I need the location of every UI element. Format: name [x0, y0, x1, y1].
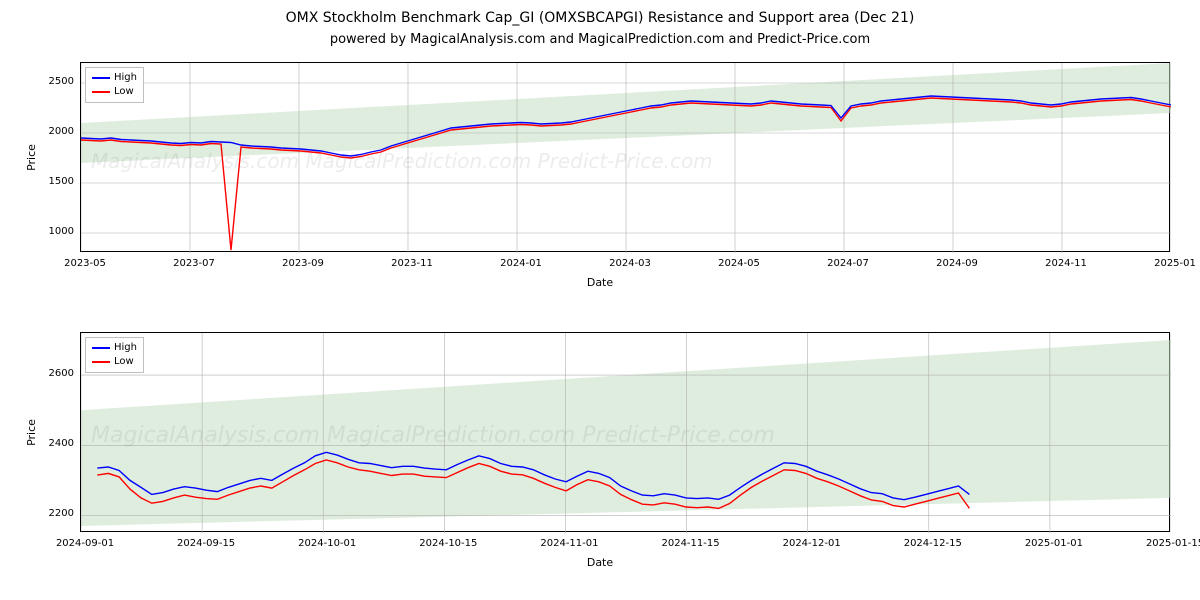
- legend-item: Low: [92, 85, 137, 99]
- x-tick-label: 2024-12-01: [777, 538, 847, 549]
- legend-label: High: [114, 71, 137, 85]
- x-tick-label: 2025-01-01: [1019, 538, 1089, 549]
- x-tick-label: 2024-12-15: [898, 538, 968, 549]
- x-tick-label: 2023-11: [377, 258, 447, 269]
- x-tick-label: 2024-09-15: [171, 538, 241, 549]
- y-tick-label: 1500: [42, 176, 74, 187]
- chart-subtitle: powered by MagicalAnalysis.com and Magic…: [0, 32, 1200, 47]
- legend: HighLow: [85, 337, 144, 373]
- y-tick-label: 2600: [42, 368, 74, 379]
- x-tick-label: 2024-09-01: [50, 538, 120, 549]
- y-tick-label: 2400: [42, 438, 74, 449]
- x-tick-label: 2024-11-01: [534, 538, 604, 549]
- legend-swatch: [92, 91, 110, 93]
- x-tick-label: 2024-05: [704, 258, 774, 269]
- x-tick-label: 2024-01: [486, 258, 556, 269]
- legend-label: High: [114, 341, 137, 355]
- y-tick-label: 2500: [42, 76, 74, 87]
- y-tick-label: 2000: [42, 126, 74, 137]
- legend-item: High: [92, 341, 137, 355]
- legend-swatch: [92, 347, 110, 349]
- y-tick-label: 1000: [42, 226, 74, 237]
- x-tick-label: 2025-01-15: [1140, 538, 1200, 549]
- x-tick-label: 2023-09: [268, 258, 338, 269]
- legend-swatch: [92, 361, 110, 363]
- legend-label: Low: [114, 355, 134, 369]
- bottom-chart-ylabel: Price: [25, 419, 38, 446]
- y-tick-label: 2200: [42, 508, 74, 519]
- legend-item: Low: [92, 355, 137, 369]
- x-tick-label: 2024-11-15: [656, 538, 726, 549]
- x-tick-label: 2024-03: [595, 258, 665, 269]
- bottom-chart-xlabel: Date: [0, 556, 1200, 569]
- top-chart: MagicalAnalysis.com MagicalPrediction.co…: [80, 62, 1170, 252]
- x-tick-label: 2023-05: [50, 258, 120, 269]
- x-tick-label: 2024-11: [1031, 258, 1101, 269]
- legend: HighLow: [85, 67, 144, 103]
- bottom-chart: MagicalAnalysis.com MagicalPrediction.co…: [80, 332, 1170, 532]
- chart-title: OMX Stockholm Benchmark Cap_GI (OMXSBCAP…: [0, 10, 1200, 26]
- x-tick-label: 2024-09: [922, 258, 992, 269]
- legend-swatch: [92, 77, 110, 79]
- top-chart-ylabel: Price: [25, 144, 38, 171]
- x-tick-label: 2024-10-15: [413, 538, 483, 549]
- x-tick-label: 2024-07: [813, 258, 883, 269]
- x-tick-label: 2023-07: [159, 258, 229, 269]
- legend-item: High: [92, 71, 137, 85]
- x-tick-label: 2024-10-01: [292, 538, 362, 549]
- top-chart-xlabel: Date: [0, 276, 1200, 289]
- x-tick-label: 2025-01: [1140, 258, 1200, 269]
- legend-label: Low: [114, 85, 134, 99]
